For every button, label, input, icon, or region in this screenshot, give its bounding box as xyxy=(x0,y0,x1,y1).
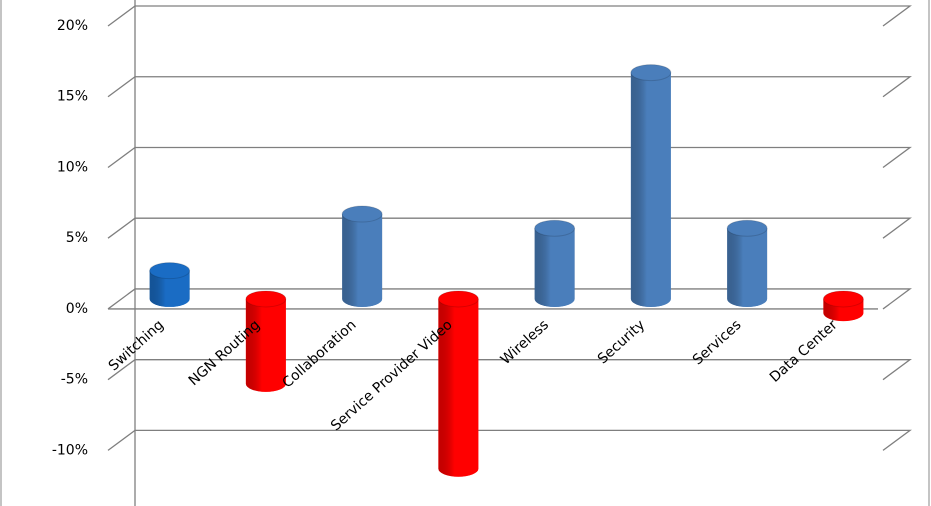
y-tick-label: 0% xyxy=(66,301,88,317)
y-tick-label: -5% xyxy=(61,372,88,388)
y-tick-label: 20% xyxy=(57,18,88,34)
bar-cap xyxy=(245,290,287,308)
grid-line xyxy=(107,5,912,27)
x-tick-label: Collaboration xyxy=(279,317,359,391)
grid-line xyxy=(107,429,912,451)
bar-cap xyxy=(149,262,191,280)
x-tick-label: Services xyxy=(690,317,745,368)
bar xyxy=(534,219,576,307)
bar-shade xyxy=(727,228,768,307)
bar xyxy=(341,205,383,307)
bar-shade xyxy=(342,214,383,307)
bar xyxy=(245,290,287,392)
bar-cap xyxy=(341,205,383,223)
x-tick-label: Data Center xyxy=(767,317,841,386)
x-tick-label: Switching xyxy=(106,317,167,374)
bar-cap xyxy=(726,219,768,237)
grid-line xyxy=(107,217,912,239)
bar-cap xyxy=(630,64,672,82)
grid-line xyxy=(107,146,912,168)
bar xyxy=(437,290,479,477)
bar-cap xyxy=(822,290,864,308)
bar-cap xyxy=(534,219,576,237)
y-tick-label: 5% xyxy=(66,230,88,246)
bar-shade xyxy=(245,298,286,392)
bar-shade xyxy=(630,72,671,307)
bar xyxy=(822,290,864,322)
bar-shade xyxy=(149,270,190,307)
bar-shade xyxy=(534,228,575,307)
grid-line xyxy=(107,359,912,381)
bar xyxy=(630,64,672,307)
y-tick-label: 10% xyxy=(57,159,88,175)
x-tick-label: Wireless xyxy=(498,317,552,368)
grid-line xyxy=(107,288,912,310)
bar-shade xyxy=(438,298,479,477)
bar xyxy=(726,219,768,307)
bar-cap xyxy=(437,290,479,308)
y-tick-label: 15% xyxy=(57,89,88,105)
bar xyxy=(149,262,191,307)
grid-line xyxy=(107,76,912,98)
y-tick-label: -10% xyxy=(52,442,88,458)
